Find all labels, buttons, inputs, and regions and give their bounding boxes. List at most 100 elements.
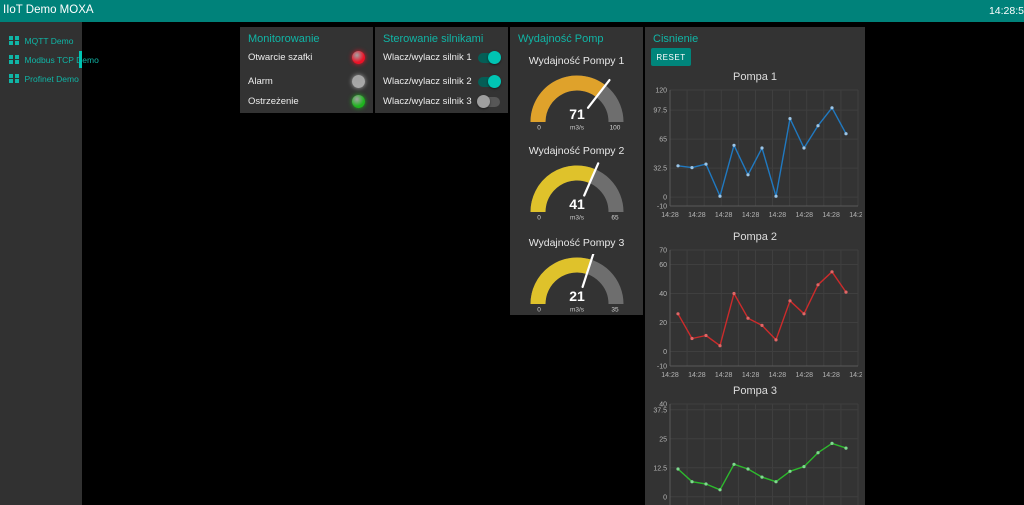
svg-text:m3/s: m3/s [569, 307, 584, 314]
svg-text:0: 0 [663, 195, 667, 202]
svg-text:m3/s: m3/s [569, 215, 584, 222]
svg-text:21: 21 [569, 288, 585, 304]
panel-title: Monitorowanie [248, 33, 320, 45]
sidebar-item-modbus-tcp-demo[interactable]: Modbus TCP Demo [0, 50, 99, 69]
app-title: IIoT Demo MOXA [3, 4, 94, 16]
chart-pompa-2: Pompa 2 -10 0 20 40 60 70 14:28 14:28 14:28 14:28… [648, 231, 862, 380]
clock: 14:28:5 [988, 5, 1024, 17]
sidebar-item-label: Profinet Demo [24, 73, 79, 84]
gauge-pompy-3-svg: 21 m3/s 0 35 [530, 252, 623, 314]
toggle-silnik-1[interactable] [478, 51, 501, 64]
toggle-silnik-3[interactable] [477, 95, 500, 108]
gauge-title: Wydajność Pompy 2 [528, 145, 625, 157]
svg-text:14:28: 14:28 [688, 372, 706, 379]
panel-title: Sterowanie silnikami [383, 33, 484, 45]
svg-text:m3/s: m3/s [569, 125, 584, 132]
svg-text:14:28: 14:28 [769, 212, 787, 219]
svg-text:14:28: 14:28 [715, 372, 733, 379]
svg-text:35: 35 [611, 307, 619, 314]
svg-text:14:28: 14:28 [715, 212, 733, 219]
reset-button[interactable]: RESET [651, 48, 691, 66]
status-label: Alarm [248, 76, 273, 87]
svg-text:14:28: 14:28 [796, 372, 814, 379]
svg-text:65: 65 [659, 137, 667, 144]
svg-text:14:28: 14:28 [742, 212, 760, 219]
svg-text:120: 120 [655, 88, 667, 95]
svg-text:0: 0 [537, 215, 541, 222]
svg-text:14:28: 14:28 [661, 212, 679, 219]
toggle-silnik-2[interactable] [478, 75, 501, 88]
gauge-pompy-2-svg: 41 m3/s 0 65 [529, 162, 623, 222]
svg-text:14:28: 14:28 [822, 372, 840, 379]
toggle-row-silnik-1: Wlacz/wylacz silnik 1 [383, 51, 501, 65]
chart-canvas: -10 0 20 40 60 70 14:28 14:28 14:28 14:28 14:28 14:… [648, 244, 862, 380]
sidebar-item-label: Modbus TCP Demo [24, 54, 99, 65]
svg-text:14:28: 14:28 [742, 372, 760, 379]
dashboard-icon [9, 73, 19, 84]
svg-text:60: 60 [659, 262, 667, 269]
svg-text:14:28: 14:28 [769, 372, 787, 379]
svg-text:40: 40 [659, 291, 667, 298]
svg-text:97.5: 97.5 [653, 108, 667, 115]
svg-text:-10: -10 [657, 364, 667, 371]
svg-text:14:28: 14:28 [688, 212, 706, 219]
chart-pompa-3: Pompa 3 -10012.52537.54014:2814:2814:281… [648, 385, 862, 505]
svg-text:32.5: 32.5 [653, 166, 667, 173]
sidebar: MQTT Demo Modbus TCP Demo Profinet Demo [0, 22, 99, 505]
dashboard-icon [9, 54, 19, 65]
gauge-pompy-1: Wydajność Pompy 1 71 m3/s 0 100 [510, 55, 643, 137]
panel-title: Wydajność Pomp [518, 33, 604, 45]
sidebar-item-label: MQTT Demo [24, 35, 74, 46]
chart-pompa-1: Pompa 1 -10 0 32.5 65 97.5 120 14:28 14:28 14:28… [648, 71, 862, 220]
toggle-label: Wlacz/wylacz silnik 1 [383, 52, 472, 63]
panel-cisnienie: Cisnienie RESET Pompa 1 -10 0 32.5 65 97.5 12… [645, 27, 865, 505]
chart-canvas: -10 0 32.5 65 97.5 120 14:28 14:28 14:28 14:28 14:… [648, 84, 862, 220]
svg-text:0: 0 [537, 307, 541, 314]
app-header: IIoT Demo MOXA 14:28:5 [0, 0, 1024, 22]
panel-monitorowanie: Monitorowanie Otwarcie szafki Alarm Ostr… [240, 27, 373, 113]
led-indicator-gray [352, 75, 365, 88]
svg-text:100: 100 [609, 125, 620, 132]
chart-title: Pompa 2 [732, 231, 778, 243]
gauge-title: Wydajność Pompy 3 [528, 237, 625, 249]
status-label: Ostrzeżenie [248, 96, 299, 107]
panel-sterowanie-silnikami: Sterowanie silnikami Wlacz/wylacz silnik… [375, 27, 508, 113]
sidebar-item-profinet-demo[interactable]: Profinet Demo [0, 69, 82, 88]
svg-text:65: 65 [611, 215, 619, 222]
svg-text:41: 41 [569, 196, 585, 212]
active-indicator [79, 51, 82, 68]
dashboard-icon [9, 35, 19, 46]
led-indicator-red [352, 51, 365, 64]
svg-text:-10: -10 [657, 204, 667, 211]
toggle-label: Wlacz/wylacz silnik 3 [383, 96, 472, 107]
svg-text:0: 0 [537, 125, 541, 132]
svg-text:40: 40 [659, 402, 667, 409]
gauge-title: Wydajność Pompy 1 [528, 55, 625, 67]
status-label: Otwarcie szafki [248, 52, 313, 63]
gauge-pompy-2: Wydajność Pompy 2 41 m3/s 0 65 [510, 145, 643, 227]
svg-text:14:28: 14:28 [849, 372, 862, 379]
svg-text:14:28: 14:28 [661, 372, 679, 379]
toggle-label: Wlacz/wylacz silnik 2 [383, 76, 472, 87]
toggle-row-silnik-2: Wlacz/wylacz silnik 2 [383, 75, 501, 89]
chart-canvas: -10012.52537.54014:2814:2814:2814:2814:2… [648, 398, 862, 505]
status-row-ostrzezenie: Ostrzeżenie [248, 95, 366, 109]
gauge-pompy-3: Wydajność Pompy 3 21 m3/s 0 35 [510, 237, 643, 319]
chart-title: Pompa 1 [732, 71, 778, 83]
svg-text:71: 71 [569, 106, 585, 122]
svg-text:37.5: 37.5 [653, 407, 667, 414]
svg-text:0: 0 [663, 349, 667, 356]
svg-text:25: 25 [659, 436, 667, 443]
sidebar-item-mqtt-demo[interactable]: MQTT Demo [0, 31, 82, 50]
svg-text:20: 20 [659, 320, 667, 327]
chart-title: Pompa 3 [732, 385, 778, 397]
status-row-otwarcie-szafki: Otwarcie szafki [248, 51, 366, 65]
svg-text:14:28: 14:28 [822, 212, 840, 219]
svg-text:14:28: 14:28 [849, 212, 862, 219]
panel-title: Cisnienie [653, 33, 699, 45]
toggle-row-silnik-3: Wlacz/wylacz silnik 3 [383, 95, 501, 109]
led-indicator-green [352, 95, 365, 108]
svg-text:0: 0 [663, 494, 667, 501]
panel-wydajnosc-pomp: Wydajność Pomp Wydajność Pompy 1 71 m3/s 0… [510, 27, 643, 315]
gauge-pompy-1-svg: 71 m3/s 0 100 [530, 75, 623, 132]
